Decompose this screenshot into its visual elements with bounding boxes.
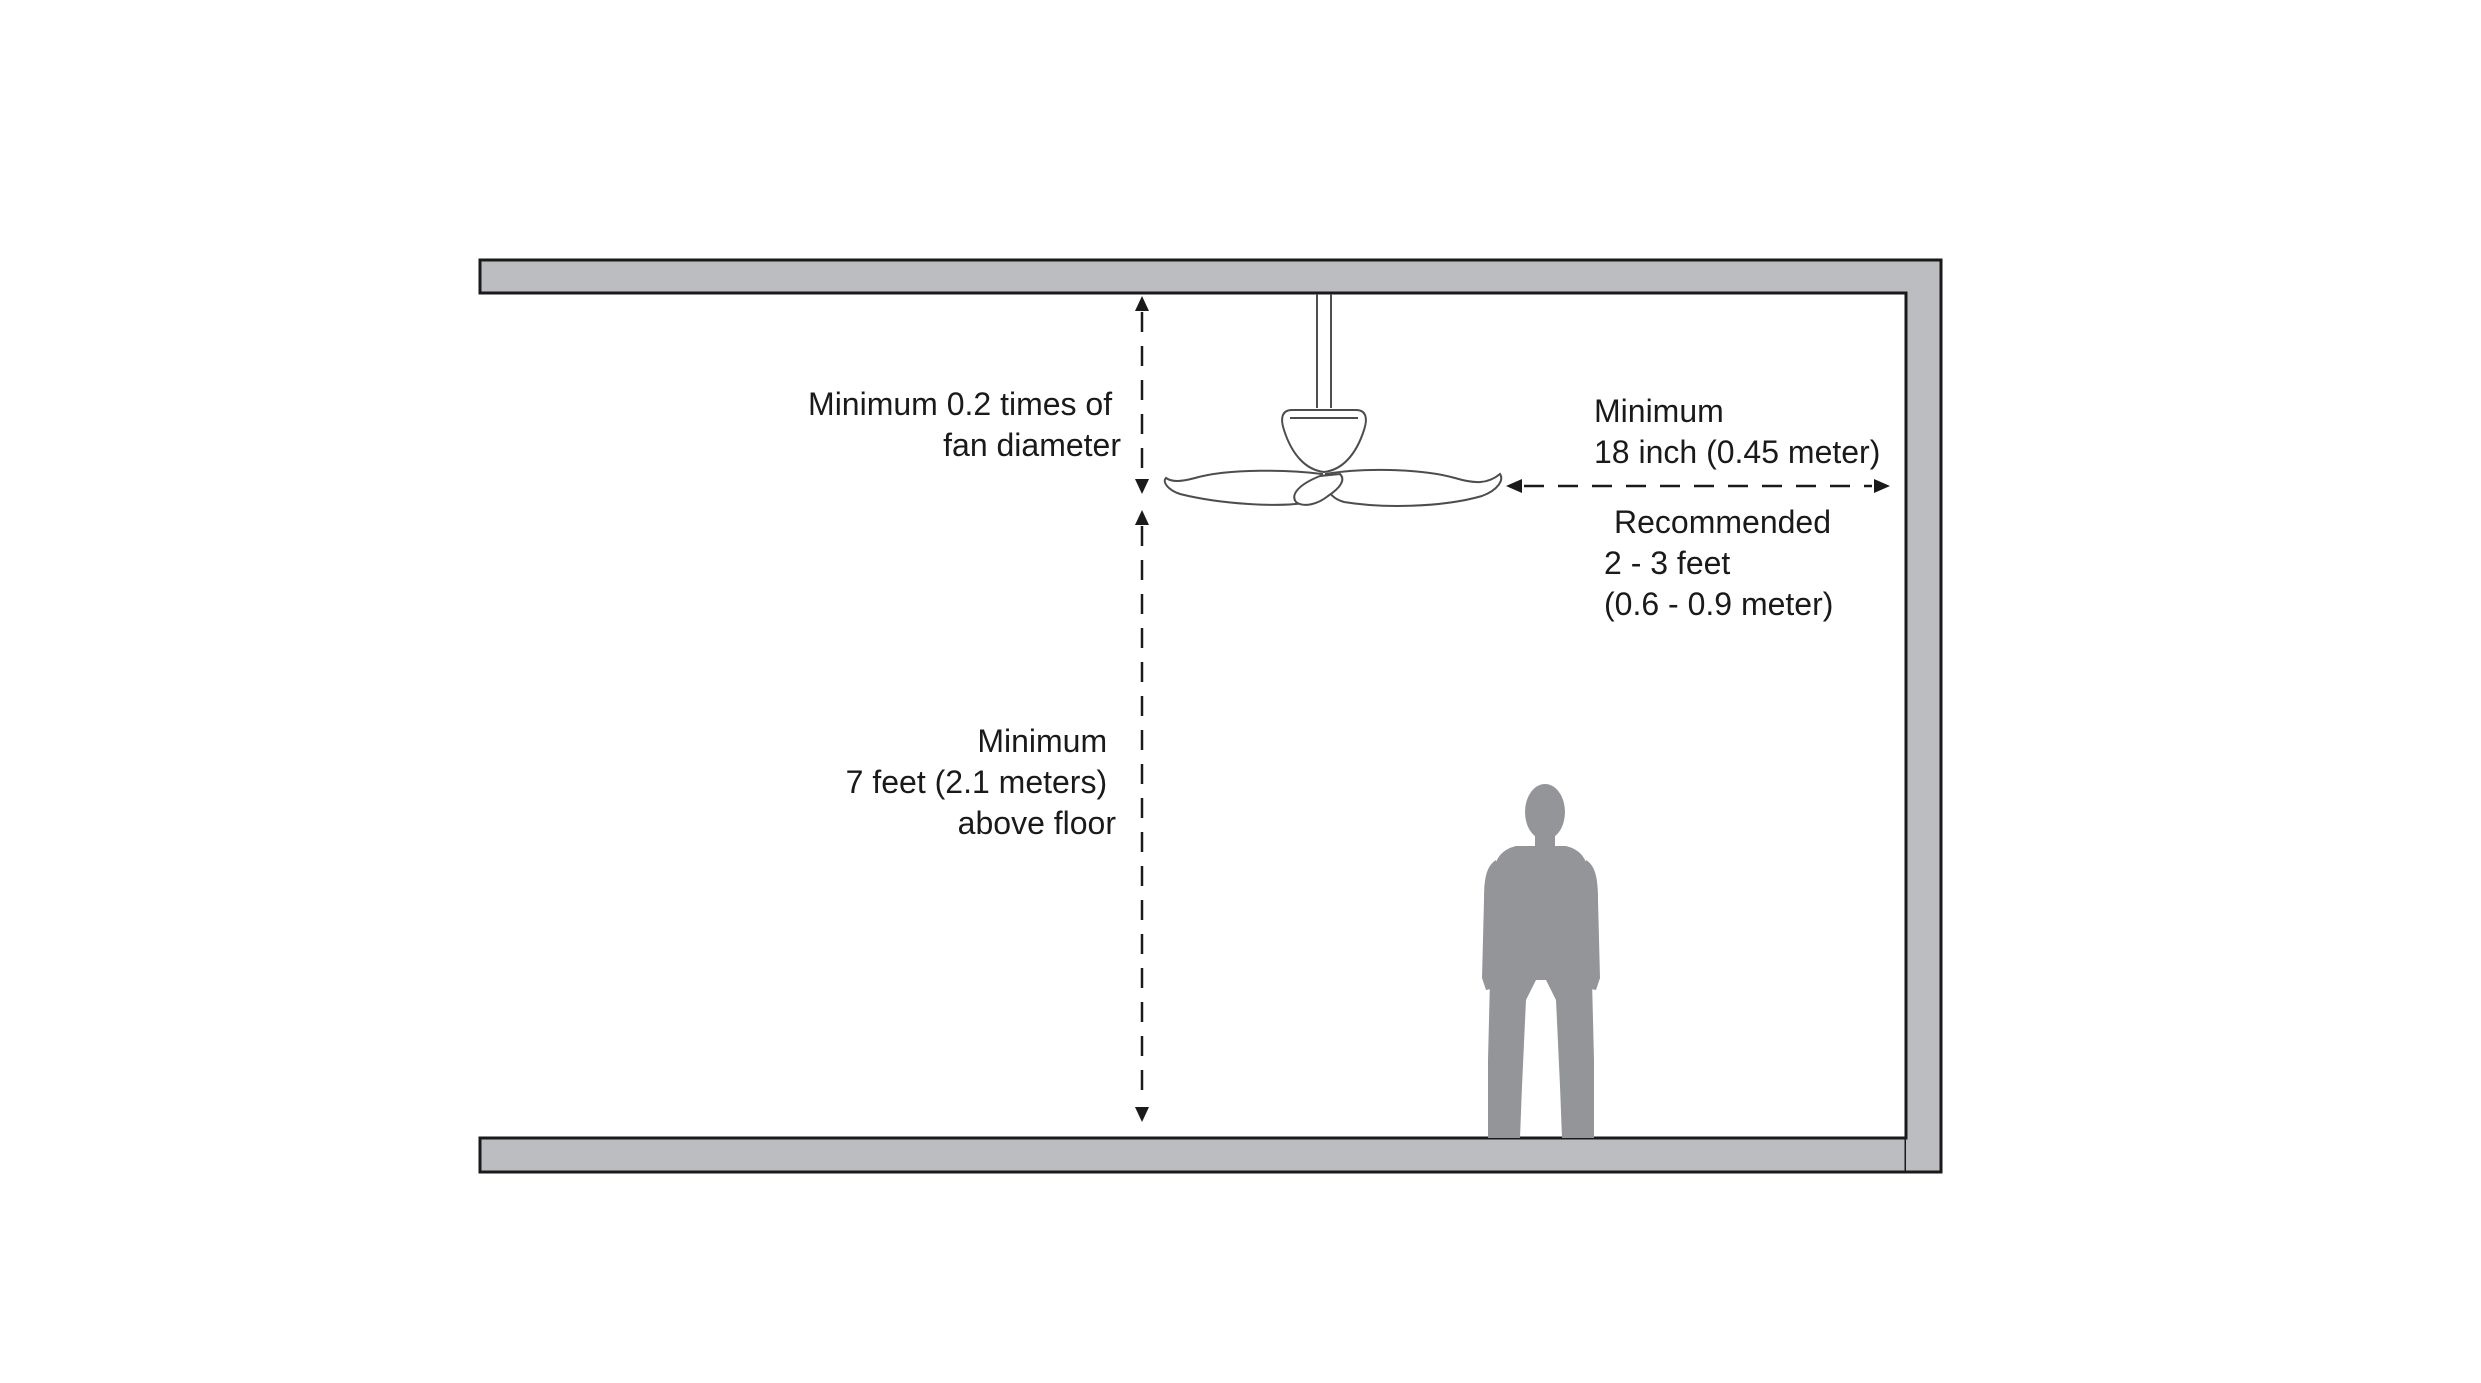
person-silhouette-icon [1482,784,1600,1138]
wall-clearance-recommended-line-3: (0.6 - 0.9 meter) [1604,586,1833,622]
arrowhead-left [1506,479,1522,493]
wall-clearance-minimum-label: Minimum 18 inch (0.45 meter) [1594,393,1880,470]
fan-blade-front [1293,472,1344,506]
arrowhead-up [1135,510,1149,525]
person-body [1488,846,1594,1138]
person-right-arm [1582,860,1600,990]
fan-motor-housing [1281,409,1367,474]
floor-slab [478,1136,1908,1174]
wall-clearance-minimum-line-1: Minimum [1594,393,1724,429]
ceiling-clearance-dimension [1135,296,1149,494]
wall-clearance-minimum-line-2: 18 inch (0.45 meter) [1594,434,1880,470]
floor-clearance-dimension [1135,510,1149,1122]
arrowhead-down [1135,479,1149,494]
ceiling-fan-icon [1163,294,1503,507]
ceiling-clearance-line-1: Minimum 0.2 times of [808,386,1112,422]
floor-clearance-line-3: above floor [958,805,1117,841]
wall-clearance-recommended-line-1: Recommended [1614,504,1831,540]
wall-clearance-dimension [1506,479,1890,493]
floor-clearance-label: Minimum 7 feet (2.1 meters) above floor [846,723,1117,841]
ceiling-clearance-line-2: fan diameter [943,427,1121,463]
arrowhead-up [1135,296,1149,311]
fan-blade-right [1324,468,1503,507]
person-head [1525,784,1565,840]
person-left-arm [1482,860,1500,990]
person-neck [1535,834,1555,848]
ceiling-clearance-label: Minimum 0.2 times of fan diameter [808,386,1121,463]
arrowhead-down [1135,1107,1149,1122]
floor-clearance-line-1: Minimum [977,723,1107,759]
arrowhead-right [1874,479,1890,493]
wall-clearance-recommended-line-2: 2 - 3 feet [1604,545,1730,581]
floor-clearance-line-2: 7 feet (2.1 meters) [846,764,1107,800]
wall-clearance-recommended-label: Recommended 2 - 3 feet (0.6 - 0.9 meter) [1604,504,1840,622]
